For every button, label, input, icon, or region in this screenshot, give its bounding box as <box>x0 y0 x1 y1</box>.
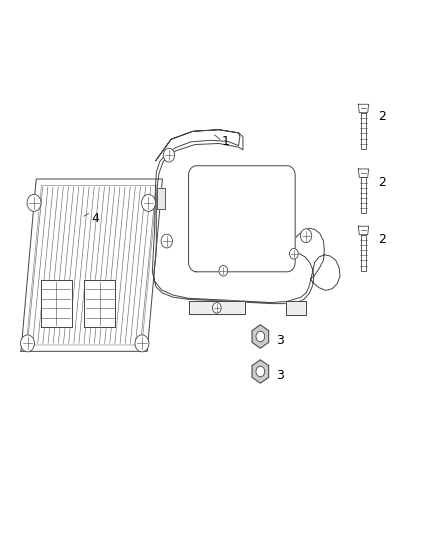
Circle shape <box>219 265 228 276</box>
Circle shape <box>256 331 265 342</box>
Polygon shape <box>358 226 369 235</box>
Text: 3: 3 <box>276 334 284 347</box>
Polygon shape <box>157 188 165 209</box>
Polygon shape <box>152 130 340 304</box>
Polygon shape <box>358 104 369 113</box>
Text: 4: 4 <box>91 212 99 225</box>
Text: 2: 2 <box>378 110 386 124</box>
Polygon shape <box>286 302 306 316</box>
Text: 3: 3 <box>276 369 284 382</box>
Text: 1: 1 <box>222 135 230 148</box>
Polygon shape <box>361 113 366 149</box>
Text: 2: 2 <box>378 176 386 189</box>
Circle shape <box>141 195 155 212</box>
Polygon shape <box>188 166 295 272</box>
Polygon shape <box>252 325 268 348</box>
Polygon shape <box>361 177 366 214</box>
Circle shape <box>163 148 175 162</box>
Circle shape <box>290 248 298 259</box>
Circle shape <box>27 195 41 212</box>
Circle shape <box>212 303 221 313</box>
Circle shape <box>161 234 173 248</box>
Circle shape <box>21 335 35 352</box>
Text: 2: 2 <box>378 233 386 246</box>
Circle shape <box>256 366 265 377</box>
Polygon shape <box>21 179 162 351</box>
Polygon shape <box>358 169 369 177</box>
Polygon shape <box>84 280 116 327</box>
Circle shape <box>135 335 149 352</box>
Polygon shape <box>41 280 72 327</box>
Polygon shape <box>361 235 366 271</box>
Polygon shape <box>252 360 268 383</box>
Polygon shape <box>188 302 245 314</box>
Circle shape <box>300 229 312 243</box>
